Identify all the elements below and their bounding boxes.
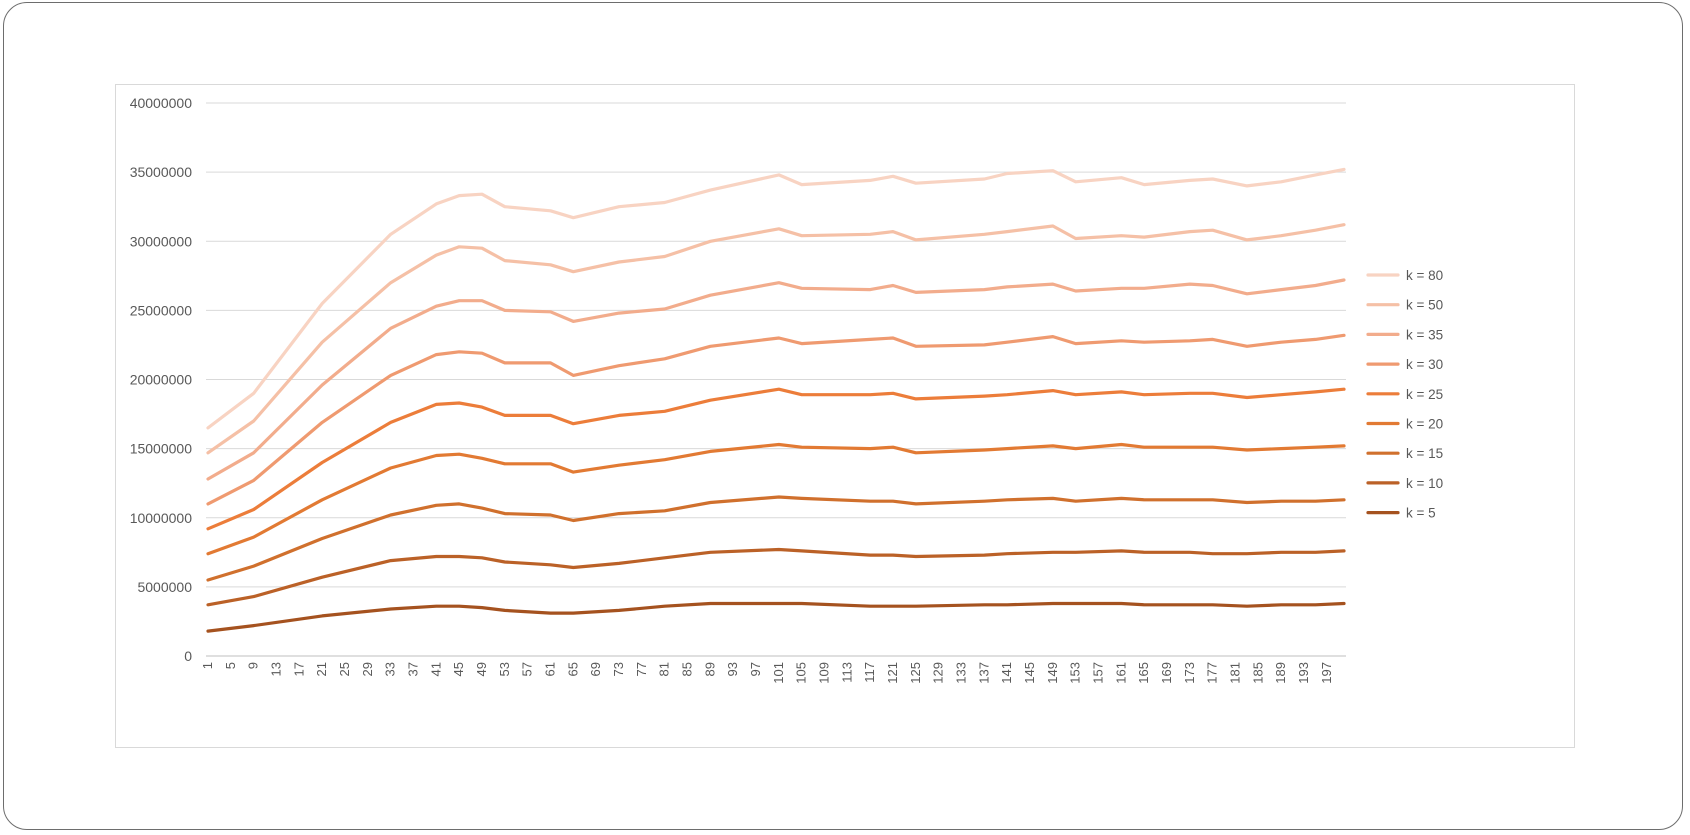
- x-tick-label: 149: [1045, 662, 1060, 684]
- x-tick-label: 177: [1205, 662, 1220, 684]
- x-tick-label: 25: [337, 662, 352, 676]
- legend-label: k = 10: [1406, 476, 1443, 491]
- x-tick-label: 197: [1319, 662, 1334, 684]
- y-tick-label: 15000000: [130, 441, 193, 457]
- legend-item: k = 25: [1366, 387, 1443, 402]
- x-tick-label: 97: [748, 662, 763, 676]
- x-tick-label: 57: [520, 662, 535, 676]
- legend-label: k = 50: [1406, 298, 1443, 313]
- gridlines: [206, 102, 1346, 588]
- x-tick-label: 145: [1022, 662, 1037, 684]
- x-tick-label: 9: [246, 662, 261, 669]
- legend: k = 80 k = 50 k = 35 k = 30 k = 25 k = 20 k = …: [1366, 268, 1443, 521]
- x-tick-label: 65: [565, 662, 580, 676]
- series-line-k-30: [206, 333, 1346, 506]
- y-tick-label: 10000000: [130, 510, 193, 526]
- x-tick-label: 165: [1136, 662, 1151, 684]
- y-tick-label: 40000000: [130, 95, 193, 111]
- legend-label: k = 80: [1406, 268, 1443, 283]
- legend-label: k = 5: [1406, 506, 1436, 521]
- legend-label: k = 25: [1406, 387, 1443, 402]
- x-tick-label: 185: [1250, 662, 1265, 684]
- x-tick-label: 117: [862, 662, 877, 683]
- series-group: [206, 167, 1346, 633]
- x-tick-label: 193: [1296, 662, 1311, 684]
- x-tick-label: 125: [908, 662, 923, 684]
- y-tick-label: 20000000: [130, 372, 193, 388]
- x-tick-label: 169: [1159, 662, 1174, 684]
- x-tick-label: 161: [1113, 662, 1128, 684]
- x-tick-label: 153: [1068, 662, 1083, 684]
- legend-item: k = 10: [1366, 476, 1443, 491]
- chart-area: 0 5000000 10000000 15000000 20000000 25000000…: [115, 84, 1575, 748]
- legend-item: k = 30: [1366, 357, 1443, 372]
- x-tick-label: 121: [885, 662, 900, 684]
- x-tick-label: 21: [314, 662, 329, 676]
- x-tick-label: 189: [1273, 662, 1288, 684]
- x-tick-label: 181: [1228, 662, 1243, 684]
- series-line-k-15: [206, 495, 1346, 582]
- legend-item: k = 15: [1366, 446, 1443, 461]
- x-tick-label: 109: [817, 662, 832, 684]
- y-tick-label: 5000000: [137, 579, 192, 595]
- x-tick-label: 113: [839, 662, 854, 683]
- legend-item: k = 20: [1366, 417, 1443, 432]
- x-tick-label: 77: [634, 662, 649, 676]
- x-tick-label: 105: [794, 662, 809, 684]
- x-tick-label: 37: [406, 662, 421, 676]
- legend-item: k = 50: [1366, 298, 1443, 313]
- x-tick-label: 73: [611, 662, 626, 676]
- x-tick-label: 45: [451, 662, 466, 676]
- series-line-k-20: [206, 442, 1346, 556]
- x-tick-label: 29: [360, 662, 375, 676]
- x-tick-label: 17: [291, 662, 306, 676]
- x-tick-label: 89: [702, 662, 717, 676]
- series-line-k-5: [206, 601, 1346, 633]
- x-tick-label: 49: [474, 662, 489, 676]
- legend-item: k = 80: [1366, 268, 1443, 283]
- x-tick-label: 33: [383, 662, 398, 676]
- x-axis: 1 5 9 13 17 21 25 29 33 37 41 45 49 53 57 61 65 69 73 77 81 8…: [200, 662, 1334, 684]
- legend-item: k = 35: [1366, 327, 1443, 342]
- x-tick-label: 129: [931, 662, 946, 684]
- series-line-k-35: [206, 278, 1346, 481]
- x-tick-label: 133: [954, 662, 969, 684]
- x-tick-label: 141: [999, 662, 1014, 684]
- y-tick-label: 0: [184, 648, 192, 664]
- legend-label: k = 15: [1406, 446, 1443, 461]
- x-tick-label: 93: [725, 662, 740, 676]
- x-tick-label: 85: [680, 662, 695, 676]
- y-tick-label: 30000000: [130, 233, 193, 249]
- x-tick-label: 53: [497, 662, 512, 676]
- x-tick-label: 173: [1182, 662, 1197, 684]
- legend-label: k = 35: [1406, 327, 1443, 342]
- series-line-k-10: [206, 547, 1346, 607]
- y-tick-label: 25000000: [130, 302, 193, 318]
- x-tick-label: 137: [976, 662, 991, 684]
- x-tick-label: 13: [269, 662, 284, 676]
- series-line-k-50: [206, 223, 1346, 455]
- x-tick-label: 81: [657, 662, 672, 676]
- x-tick-label: 41: [428, 662, 443, 676]
- y-axis: 0 5000000 10000000 15000000 20000000 25000000…: [130, 95, 193, 664]
- x-tick-label: 69: [588, 662, 603, 676]
- x-tick-label: 1: [200, 662, 215, 669]
- legend-label: k = 20: [1406, 417, 1443, 432]
- legend-label: k = 30: [1406, 357, 1443, 372]
- x-tick-label: 61: [543, 662, 558, 676]
- y-tick-label: 35000000: [130, 164, 193, 180]
- series-line-k-25: [206, 387, 1346, 531]
- x-tick-label: 5: [223, 662, 238, 669]
- x-tick-label: 101: [771, 662, 786, 684]
- line-chart: 0 5000000 10000000 15000000 20000000 25000000…: [130, 95, 1443, 684]
- x-tick-label: 157: [1091, 662, 1106, 684]
- legend-item: k = 5: [1366, 506, 1436, 521]
- series-line-k-80: [206, 167, 1346, 430]
